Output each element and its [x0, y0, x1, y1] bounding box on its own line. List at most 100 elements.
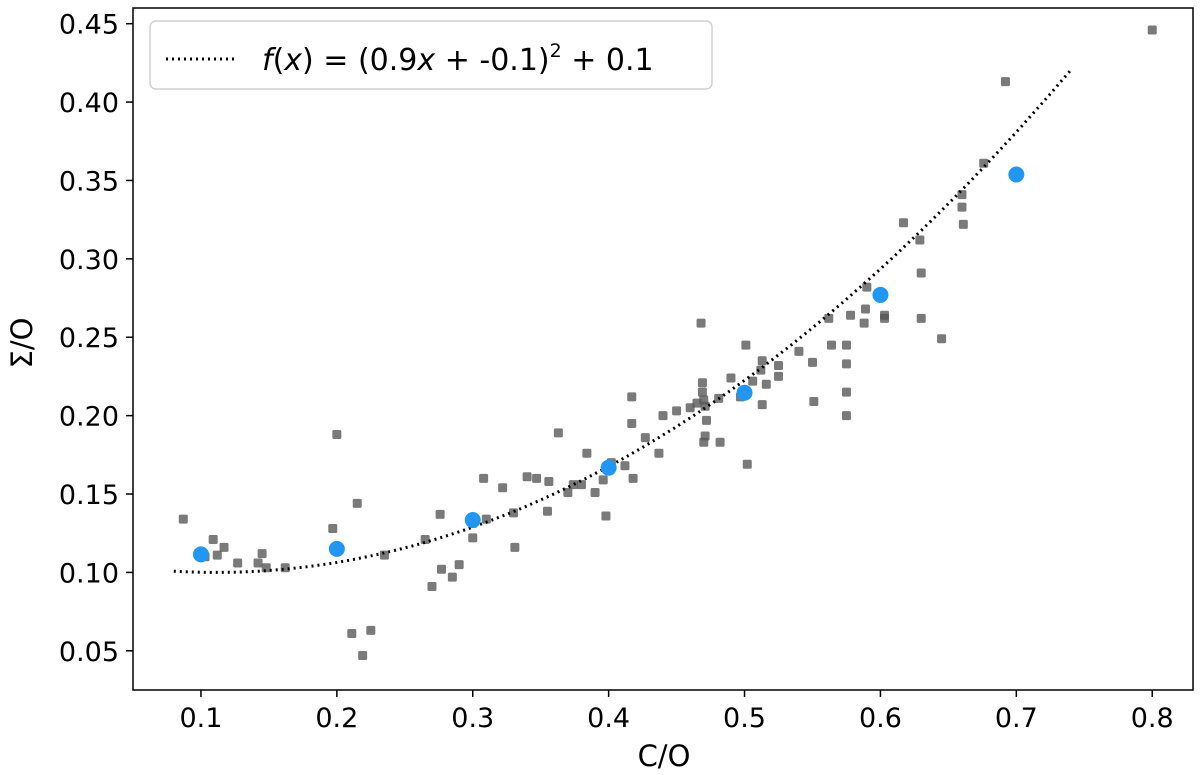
data-point — [208, 534, 218, 544]
y-axis-label: Σ/O — [5, 318, 39, 369]
data-point — [841, 359, 851, 369]
data-point — [697, 378, 707, 388]
x-tick-label: 0.8 — [1131, 703, 1174, 734]
x-tick-label: 0.3 — [451, 703, 494, 734]
data-point — [436, 564, 446, 574]
x-tick-label: 0.5 — [723, 703, 766, 734]
data-point — [212, 550, 222, 560]
data-point — [427, 582, 437, 592]
data-point — [590, 487, 600, 497]
data-point — [479, 473, 489, 483]
data-point — [827, 340, 837, 350]
data-point — [598, 475, 608, 485]
data-point — [916, 268, 926, 278]
data-point — [979, 158, 989, 168]
y-tick-label: 0.35 — [59, 166, 119, 197]
data-point — [696, 318, 706, 328]
data-point — [697, 387, 707, 397]
data-point — [685, 403, 695, 413]
legend-entry-label: f(x) = (0.9x + -0.1)2 + 0.1 — [262, 40, 654, 78]
data-point — [1147, 25, 1157, 35]
x-axis-label: C/O — [638, 739, 691, 773]
data-point — [620, 461, 630, 471]
data-point — [328, 524, 338, 534]
data-point — [859, 318, 869, 328]
data-point — [658, 411, 668, 421]
y-tick-label: 0.15 — [59, 480, 119, 511]
data-point — [672, 406, 682, 416]
model-point — [464, 512, 481, 529]
model-point — [192, 546, 209, 563]
data-point — [233, 558, 243, 568]
model-point — [872, 286, 889, 303]
data-points-layer — [178, 25, 1157, 661]
data-point — [627, 392, 637, 402]
data-point — [253, 558, 263, 568]
data-point — [700, 401, 710, 411]
data-point — [958, 219, 968, 229]
x-tick-label: 0.2 — [315, 703, 358, 734]
data-point — [447, 572, 457, 582]
y-tick-label: 0.25 — [59, 323, 119, 354]
data-point — [701, 415, 711, 425]
x-tick-label: 0.7 — [995, 703, 1038, 734]
data-point — [807, 357, 817, 367]
data-point — [1000, 77, 1010, 87]
data-point — [862, 282, 872, 292]
model-point — [328, 540, 345, 557]
data-point — [809, 397, 819, 407]
data-point — [563, 487, 573, 497]
x-tick-label: 0.1 — [179, 703, 222, 734]
model-point — [1008, 166, 1025, 183]
data-point — [347, 629, 357, 639]
data-point — [794, 346, 804, 356]
data-point — [692, 398, 702, 408]
data-point — [219, 542, 229, 552]
y-tick-label: 0.45 — [59, 10, 119, 41]
y-tick-label: 0.40 — [59, 88, 119, 119]
data-point — [741, 340, 751, 350]
data-point — [654, 448, 664, 458]
data-point — [774, 360, 784, 370]
y-tick-label: 0.20 — [59, 402, 119, 433]
data-point — [435, 509, 445, 519]
data-point — [726, 373, 736, 383]
data-point — [454, 560, 464, 570]
data-point — [824, 313, 834, 323]
data-point — [937, 334, 947, 344]
data-point — [568, 480, 578, 490]
data-point — [757, 400, 767, 410]
data-point — [332, 429, 342, 439]
data-point — [899, 218, 909, 228]
data-point — [774, 371, 784, 381]
y-axis-ticks: 0.05 0.10 0.15 0.20 0.25 0.30 0.35 0.40 0.45 — [59, 10, 133, 668]
x-tick-label: 0.4 — [587, 703, 630, 734]
data-point — [715, 437, 725, 447]
data-point — [761, 379, 771, 389]
data-point — [582, 448, 592, 458]
fit-curve-layer — [173, 69, 1072, 574]
plot-frame — [132, 7, 1194, 691]
data-point — [420, 534, 430, 544]
x-tick-label: 0.6 — [859, 703, 902, 734]
data-point — [358, 651, 368, 661]
data-point — [498, 483, 508, 493]
data-point — [510, 542, 520, 552]
legend: f(x) = (0.9x + -0.1)2 + 0.1 — [149, 20, 713, 90]
data-point — [640, 433, 650, 443]
y-tick-label: 0.30 — [59, 245, 119, 276]
data-point — [366, 625, 376, 635]
data-point — [748, 376, 758, 386]
data-point — [509, 508, 519, 518]
data-point — [628, 473, 638, 483]
model-points-layer — [192, 166, 1025, 563]
data-point — [841, 387, 851, 397]
data-point — [699, 437, 709, 447]
data-point — [916, 313, 926, 323]
data-point — [178, 514, 188, 524]
x-axis-ticks: 0.1 0.2 0.3 0.4 0.5 0.6 0.7 0.8 — [179, 690, 1174, 734]
data-point — [468, 533, 478, 543]
data-point — [576, 480, 586, 490]
data-point — [379, 550, 389, 560]
